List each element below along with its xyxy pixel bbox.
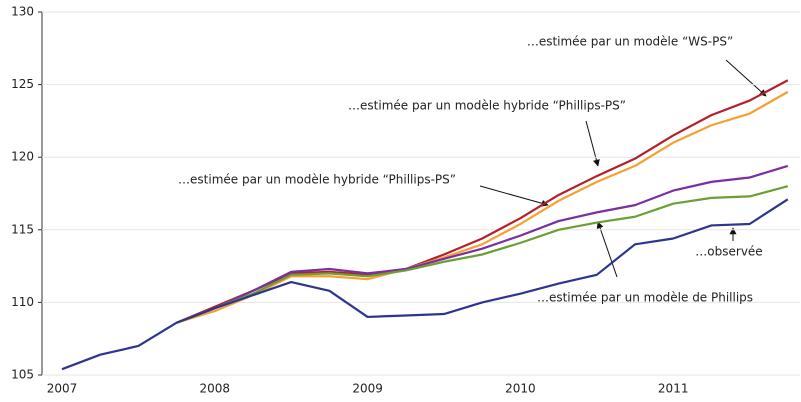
x-tick-label: 2008 bbox=[200, 382, 231, 396]
arrow bbox=[479, 185, 549, 207]
arrows bbox=[479, 59, 767, 278]
series-line bbox=[61, 198, 789, 371]
x-tick-label: 2009 bbox=[352, 382, 383, 396]
arrow bbox=[585, 120, 600, 167]
series-label: …observée bbox=[695, 245, 762, 259]
series-label: …estimée par un modèle de Phillips bbox=[537, 291, 753, 305]
series-line bbox=[176, 90, 789, 324]
y-tick-label: 125 bbox=[11, 77, 34, 91]
y-tick-label: 105 bbox=[11, 368, 34, 382]
y-tick-label: 115 bbox=[11, 222, 34, 236]
series-label: …estimée par un modèle “WS-PS” bbox=[527, 35, 733, 49]
series-line bbox=[176, 185, 789, 324]
x-tick-label: 2007 bbox=[47, 382, 78, 396]
x-tick-label: 2011 bbox=[658, 382, 689, 396]
arrow bbox=[725, 59, 767, 97]
y-tick-label: 110 bbox=[11, 295, 34, 309]
arrow bbox=[596, 221, 618, 278]
series-label: …estimée par un modèle hybride “Phillips… bbox=[348, 99, 626, 113]
x-tick-label: 2010 bbox=[505, 382, 536, 396]
series-label: …estimée par un modèle hybride “Phillips… bbox=[178, 173, 456, 187]
y-tick-label: 120 bbox=[11, 150, 34, 164]
series-line bbox=[176, 164, 789, 324]
y-tick-label: 130 bbox=[11, 5, 34, 19]
